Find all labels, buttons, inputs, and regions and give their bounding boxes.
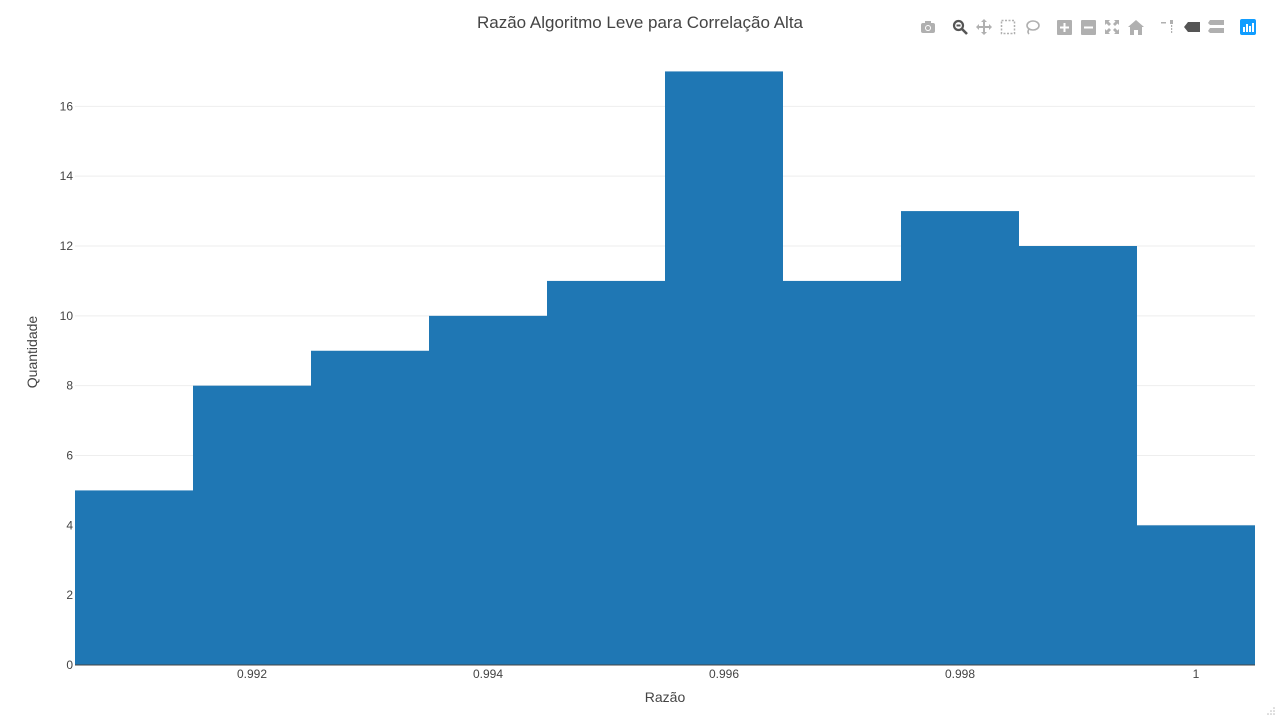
x-tick-label: 1 — [1193, 667, 1200, 681]
histogram-bar-7 — [783, 280, 901, 665]
histogram-bar-5 — [547, 280, 665, 665]
x-axis-ticks: 0.992 0.994 0.996 0.998 1 — [237, 667, 1200, 681]
lasso-select-icon[interactable] — [1022, 17, 1042, 37]
y-axis-ticks: 0 2 4 6 8 10 12 14 16 — [60, 99, 74, 672]
y-tick-label: 0 — [66, 658, 73, 672]
box-select-icon[interactable] — [998, 17, 1018, 37]
resize-handle-icon[interactable] — [1266, 706, 1276, 716]
spike-lines-icon[interactable] — [1158, 17, 1178, 37]
histogram-bar-1 — [75, 490, 193, 665]
y-tick-label: 12 — [60, 239, 74, 253]
y-tick-label: 6 — [66, 449, 73, 463]
hover-closest-icon[interactable] — [1182, 17, 1202, 37]
x-tick-label: 0.996 — [709, 667, 739, 681]
y-tick-label: 8 — [66, 379, 73, 393]
modebar-toolbar — [918, 17, 1262, 37]
chart-title: Razão Algoritmo Leve para Correlação Alt… — [477, 13, 804, 32]
camera-icon[interactable] — [918, 17, 938, 37]
y-axis-label: Quantidade — [24, 316, 40, 389]
reset-axes-icon[interactable] — [1126, 17, 1146, 37]
zoom-out-icon[interactable] — [1078, 17, 1098, 37]
plotly-logo-icon[interactable] — [1238, 17, 1258, 37]
y-tick-label: 14 — [60, 169, 74, 183]
histogram-bar-9 — [1019, 246, 1137, 665]
histogram-bar-2 — [193, 385, 311, 665]
y-tick-label: 16 — [60, 99, 74, 113]
zoom-icon[interactable] — [950, 17, 970, 37]
autoscale-icon[interactable] — [1102, 17, 1122, 37]
x-tick-label: 0.998 — [945, 667, 975, 681]
y-tick-label: 2 — [66, 588, 73, 602]
y-tick-label: 4 — [66, 518, 73, 532]
pan-icon[interactable] — [974, 17, 994, 37]
zoom-in-icon[interactable] — [1054, 17, 1074, 37]
histogram-bar-6 — [665, 71, 783, 666]
x-axis-label: Razão — [645, 689, 686, 705]
bars — [75, 71, 1255, 666]
histogram-bar-10 — [1137, 525, 1255, 665]
histogram-bar-3 — [311, 350, 429, 665]
histogram-bar-8 — [901, 211, 1019, 665]
x-tick-label: 0.992 — [237, 667, 267, 681]
histogram-bar-4 — [429, 315, 547, 665]
x-tick-label: 0.994 — [473, 667, 503, 681]
hover-compare-icon[interactable] — [1206, 17, 1226, 37]
y-tick-label: 10 — [60, 309, 74, 323]
